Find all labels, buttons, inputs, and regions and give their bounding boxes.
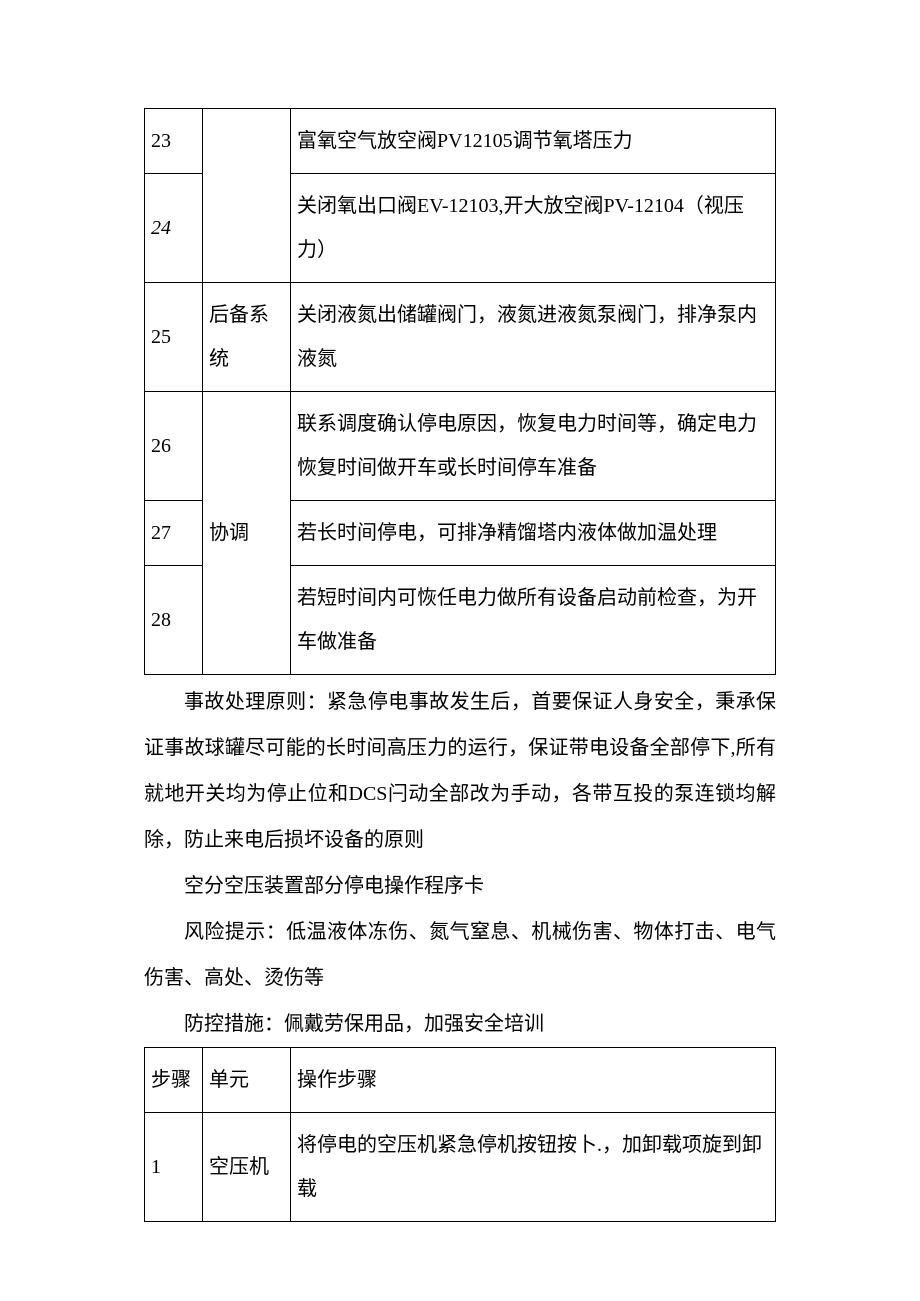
step-cell: 23 bbox=[145, 109, 203, 174]
paragraph-card-title: 空分空压装置部分停电操作程序卡 bbox=[144, 863, 776, 909]
op-cell: 关闭液氮出储罐阀门，液氮进液氮泵阀门，排净泵内液氮 bbox=[291, 283, 776, 392]
step-cell: 26 bbox=[145, 392, 203, 501]
paragraph-principle: 事故处理原则：紧急停电事故发生后，首要保证人身安全，秉承保证事故球罐尽可能的长时… bbox=[144, 679, 776, 863]
body-paragraphs: 事故处理原则：紧急停电事故发生后，首要保证人身安全，秉承保证事故球罐尽可能的长时… bbox=[144, 679, 776, 1047]
op-cell: 若短时间内可恢任电力做所有设备启动前检查，为开车做准备 bbox=[291, 566, 776, 675]
header-op: 操作步骤 bbox=[291, 1048, 776, 1113]
unit-cell: 协调 bbox=[203, 392, 291, 675]
step-cell: 24 bbox=[145, 174, 203, 283]
step-cell: 28 bbox=[145, 566, 203, 675]
table-row: 25 后备系统 关闭液氮出储罐阀门，液氮进液氮泵阀门，排净泵内液氮 bbox=[145, 283, 776, 392]
operation-steps-table-1: 23 富氧空气放空阀PV12105调节氧塔压力 24 关闭氧出口阀EV-1210… bbox=[144, 108, 776, 675]
step-cell: 1 bbox=[145, 1113, 203, 1222]
header-step: 步骤 bbox=[145, 1048, 203, 1113]
table-row: 1 空压机 将停电的空压机紧急停机按钮按卜.，加卸载项旋到卸载 bbox=[145, 1113, 776, 1222]
paragraph-risk-warning: 风险提示：低温液体冻伤、氮气窒息、机械伤害、物体打击、电气伤害、高处、烫伤等 bbox=[144, 909, 776, 1001]
paragraph-control-measures: 防控措施：佩戴劳保用品，加强安全培训 bbox=[144, 1001, 776, 1047]
unit-cell bbox=[203, 109, 291, 283]
operation-steps-table-2: 步骤 单元 操作步骤 1 空压机 将停电的空压机紧急停机按钮按卜.，加卸载项旋到… bbox=[144, 1047, 776, 1222]
op-cell: 关闭氧出口阀EV-12103,开大放空阀PV-12104（视压力） bbox=[291, 174, 776, 283]
step-cell: 25 bbox=[145, 283, 203, 392]
op-cell: 联系调度确认停电原因，恢复电力时间等，确定电力恢复时间做开车或长时间停车准备 bbox=[291, 392, 776, 501]
step-cell: 27 bbox=[145, 501, 203, 566]
op-cell: 若长时间停电，可排净精馏塔内液体做加温处理 bbox=[291, 501, 776, 566]
table-row: 26 协调 联系调度确认停电原因，恢复电力时间等，确定电力恢复时间做开车或长时间… bbox=[145, 392, 776, 501]
unit-cell: 空压机 bbox=[203, 1113, 291, 1222]
header-unit: 单元 bbox=[203, 1048, 291, 1113]
table-row: 23 富氧空气放空阀PV12105调节氧塔压力 bbox=[145, 109, 776, 174]
op-cell: 富氧空气放空阀PV12105调节氧塔压力 bbox=[291, 109, 776, 174]
unit-cell: 后备系统 bbox=[203, 283, 291, 392]
op-cell: 将停电的空压机紧急停机按钮按卜.，加卸载项旋到卸载 bbox=[291, 1113, 776, 1222]
table-header-row: 步骤 单元 操作步骤 bbox=[145, 1048, 776, 1113]
